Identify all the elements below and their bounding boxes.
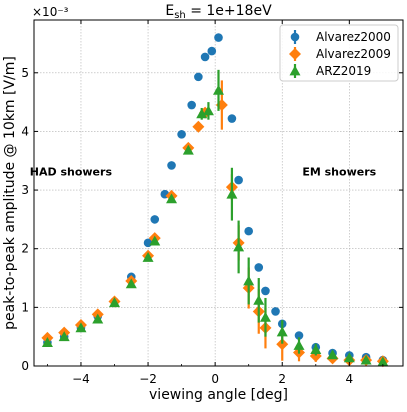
data-point <box>75 322 87 333</box>
data-point <box>276 338 289 351</box>
data-point <box>271 307 280 316</box>
x-axis-label: viewing angle [deg] <box>149 387 288 403</box>
data-point <box>142 252 154 262</box>
x-tick-label: 0 <box>211 372 219 386</box>
data-point <box>233 241 245 252</box>
data-point <box>254 263 264 272</box>
marks-layer <box>41 33 389 368</box>
y-tick-label: 4 <box>21 124 29 138</box>
data-point <box>327 349 339 360</box>
data-point <box>166 193 178 204</box>
annotation-em-showers: EM showers <box>302 165 376 178</box>
series-arz2019 <box>41 69 389 367</box>
data-point <box>200 52 210 62</box>
legend-marker-arz2019 <box>289 65 301 76</box>
legend: Alvarez2000 Alvarez2009 ARZ2019 <box>279 24 399 82</box>
data-point <box>125 278 137 289</box>
data-point <box>150 215 160 224</box>
y-tick-label: 1 <box>21 300 29 314</box>
data-point <box>194 72 203 82</box>
data-point <box>227 114 237 123</box>
data-point <box>226 188 238 199</box>
legend-label-alvarez2000: Alvarez2000 <box>316 30 391 44</box>
legend-label-arz2019: ARZ2019 <box>316 64 371 78</box>
data-point <box>253 294 265 305</box>
y-tick-label: 3 <box>21 183 29 197</box>
legend-marker-alvarez2009 <box>289 48 301 60</box>
y-tick-label: 5 <box>21 66 29 80</box>
data-point <box>202 105 214 116</box>
data-point <box>41 337 53 347</box>
annotation-had-showers: HAD showers <box>30 165 113 178</box>
data-point <box>243 275 255 286</box>
data-point <box>196 108 208 119</box>
x-tick-label: 4 <box>346 372 354 386</box>
data-point <box>187 100 196 110</box>
data-point <box>109 297 121 308</box>
data-point <box>177 130 186 139</box>
data-point <box>259 311 271 322</box>
data-point <box>360 354 372 365</box>
chart-title: Esh = 1e+18eV <box>165 3 272 21</box>
data-point <box>343 352 355 363</box>
y-tick-label: 0 <box>21 359 29 373</box>
x-tick-label: −4 <box>72 372 90 386</box>
data-point <box>310 344 322 354</box>
title-rest: = 1e+18eV <box>186 3 272 19</box>
ticks-layer: −4 −2 0 2 4 0 1 2 3 4 5 <box>21 20 403 386</box>
title-subscript: sh <box>174 10 186 21</box>
data-point <box>167 161 176 170</box>
data-point <box>92 313 104 324</box>
legend-box <box>279 24 399 82</box>
plot-frame <box>33 19 404 367</box>
x-tick-label: −2 <box>139 372 157 386</box>
data-point <box>276 326 288 337</box>
data-point <box>149 235 161 246</box>
title-main: E <box>165 3 174 19</box>
data-point <box>182 144 194 155</box>
data-point <box>207 46 217 56</box>
data-point <box>58 331 70 342</box>
y-axis-label: peak-to-peak amplitude @ 10km [V/m] <box>2 56 18 330</box>
data-point <box>214 33 223 42</box>
data-point <box>293 339 305 350</box>
legend-label-alvarez2009: Alvarez2009 <box>316 47 391 61</box>
data-point <box>234 175 243 185</box>
data-point <box>192 120 205 133</box>
data-point <box>213 84 224 95</box>
x-tick-label: 2 <box>278 372 286 386</box>
data-point <box>294 331 304 340</box>
data-point <box>261 286 270 296</box>
legend-symbols <box>289 30 301 78</box>
legend-marker-alvarez2000 <box>290 32 300 42</box>
y-axis-multiplier: ×10⁻³ <box>32 5 69 19</box>
data-point <box>244 226 253 236</box>
y-tick-label: 2 <box>21 242 29 256</box>
data-point <box>377 356 389 367</box>
